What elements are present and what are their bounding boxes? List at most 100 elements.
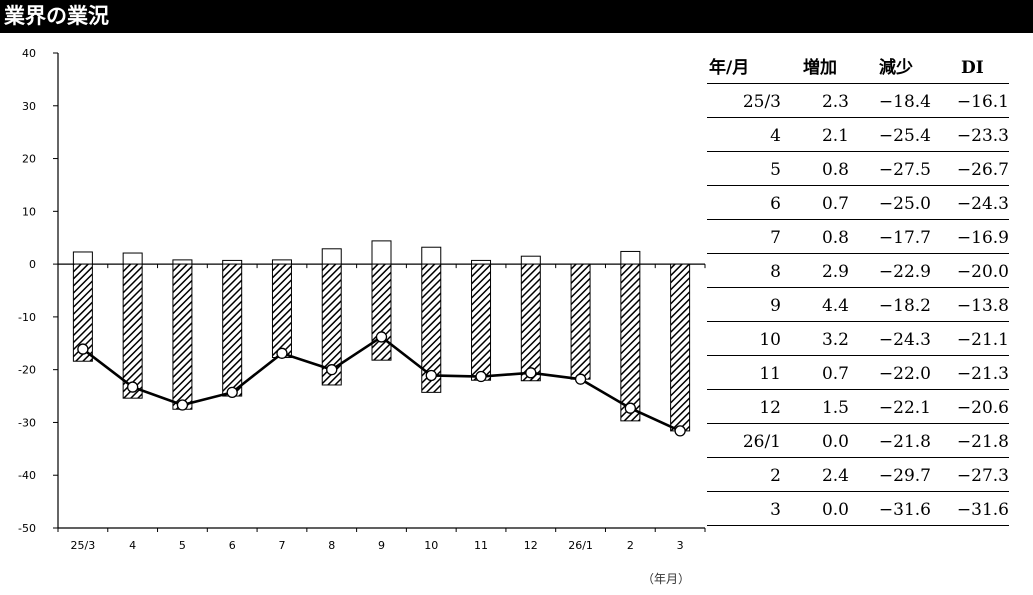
table-cell: 0.0 — [821, 500, 849, 520]
di-point — [176, 399, 189, 411]
x-tick-label: 26/1 — [568, 539, 593, 552]
table-row: 11 0.7 −22.0 −21.3 — [707, 356, 1009, 390]
y-tick-label: 0 — [29, 258, 36, 271]
increase-bar — [471, 259, 492, 265]
di-point — [127, 381, 139, 393]
x-tick-label: 7 — [278, 539, 285, 552]
table-cell: 7 — [770, 228, 781, 248]
x-tick-label: 8 — [328, 539, 335, 552]
increase-bar — [222, 259, 243, 265]
table-cell: 12 — [759, 398, 781, 418]
table-cell: DI — [961, 58, 984, 78]
table-cell: 2.9 — [821, 262, 849, 282]
decrease-bar — [620, 263, 641, 422]
di-point — [574, 373, 587, 385]
decrease-bar — [670, 263, 691, 432]
table-cell: 4 — [770, 126, 781, 146]
table-cell: 11 — [759, 364, 781, 384]
table-cell: −26.7 — [956, 160, 1009, 180]
table-row: 6 0.7 −25.0 −24.3 — [707, 186, 1009, 220]
page-title: 業界の業況 — [4, 4, 109, 28]
x-axis-unit-label: （年月） — [642, 572, 691, 586]
di-point — [624, 402, 636, 414]
table-cell: 3.2 — [821, 330, 849, 350]
increase-bar — [72, 251, 93, 265]
table-cell: 3 — [770, 500, 781, 520]
table-cell: 年/月 — [709, 58, 750, 78]
increase-bar — [271, 259, 292, 265]
table-cell: −27.3 — [956, 466, 1009, 486]
table-cell: −31.6 — [878, 500, 931, 520]
increase-bar — [172, 259, 193, 265]
table-cell: 5 — [770, 160, 781, 180]
table-cell: −16.9 — [956, 228, 1009, 248]
decrease-bar — [172, 263, 193, 410]
x-tick-label: 5 — [179, 539, 186, 552]
table-cell: 26/1 — [742, 432, 781, 452]
di-point — [425, 369, 437, 382]
table-cell: −31.6 — [956, 500, 1009, 520]
table-cell: −13.8 — [956, 296, 1009, 316]
table-row: 26/1 0.0 −21.8 −21.8 — [707, 424, 1009, 458]
increase-bar — [620, 250, 641, 265]
table-row: 5 0.8 −27.5 −26.7 — [707, 152, 1009, 186]
table-cell: −22.0 — [878, 364, 931, 384]
x-tick-label: 11 — [474, 539, 488, 552]
increase-bar — [421, 246, 442, 265]
business-conditions-chart: 40 30 20 10 0 -10 -20 -30 -40 -50 25/3 4 5 6 7 8 9 10 11 12… — [18, 47, 706, 552]
table-row: 8 2.9 −22.9 −20.0 — [707, 254, 1009, 288]
table-cell: −25.0 — [878, 194, 931, 214]
di-point — [475, 370, 487, 383]
di-point — [375, 331, 388, 343]
table-cell: 2.3 — [821, 92, 849, 112]
table-row: 9 4.4 −18.2 −13.8 — [707, 288, 1009, 322]
table-cell: 9 — [770, 296, 781, 316]
table-cell: 0.7 — [821, 194, 849, 214]
table-cell: −25.4 — [878, 126, 931, 146]
table-cell: 6 — [770, 194, 781, 214]
y-tick-label: 20 — [22, 153, 36, 166]
y-tick-label: -30 — [18, 416, 36, 429]
table-cell: −17.7 — [878, 228, 931, 248]
di-point — [525, 367, 537, 379]
decrease-bar — [321, 263, 342, 386]
increase-bar — [122, 252, 143, 265]
table-cell: −20.0 — [956, 262, 1009, 282]
increase-bar — [321, 248, 342, 265]
table-cell: −27.5 — [878, 160, 931, 180]
table-cell: 2.1 — [821, 126, 849, 146]
table-cell: 0.8 — [821, 228, 849, 248]
table-row: 25/3 2.3 −18.4 −16.1 — [707, 84, 1009, 118]
y-tick-label: -50 — [18, 522, 36, 535]
table-cell: −22.9 — [878, 262, 931, 282]
x-tick-label: 10 — [424, 539, 438, 552]
table-row: 12 1.5 −22.1 −20.6 — [707, 390, 1009, 424]
table-cell: −21.1 — [956, 330, 1009, 350]
table-row: 3 0.0 −31.6 −31.6 — [707, 492, 1009, 526]
di-point — [326, 364, 338, 376]
di-point — [276, 347, 288, 359]
data-table: 年/月 増加 減少 DI 25/3 2.3 −18.4 −16.1 4 2.1 −25.4 −23.3… — [707, 50, 1009, 526]
table-cell: −21.8 — [956, 432, 1009, 452]
decrease-bar — [72, 263, 93, 362]
table-cell: 1.5 — [821, 398, 849, 418]
x-tick-label: 3 — [677, 539, 684, 552]
x-tick-label: 25/3 — [71, 539, 96, 552]
table-cell: 2 — [770, 466, 781, 486]
table-header-row: 年/月 増加 減少 DI — [707, 50, 1009, 84]
table-row: 2 2.4 −29.7 −27.3 — [707, 458, 1009, 492]
x-tick-label: 9 — [378, 539, 385, 552]
table-cell: 0.8 — [821, 160, 849, 180]
table-cell: 2.4 — [821, 466, 849, 486]
table-cell: −22.1 — [878, 398, 931, 418]
table-cell: −24.3 — [956, 194, 1009, 214]
y-tick-label: -20 — [18, 364, 36, 377]
table-cell: 4.4 — [821, 296, 849, 316]
table-cell: −16.1 — [956, 92, 1009, 112]
decrease-bar — [520, 263, 541, 382]
table-cell: 0.7 — [821, 364, 849, 384]
decrease-bar — [421, 263, 442, 393]
y-tick-label: 40 — [22, 47, 36, 60]
table-cell: 25/3 — [742, 92, 781, 112]
y-tick-label: 10 — [22, 205, 36, 218]
